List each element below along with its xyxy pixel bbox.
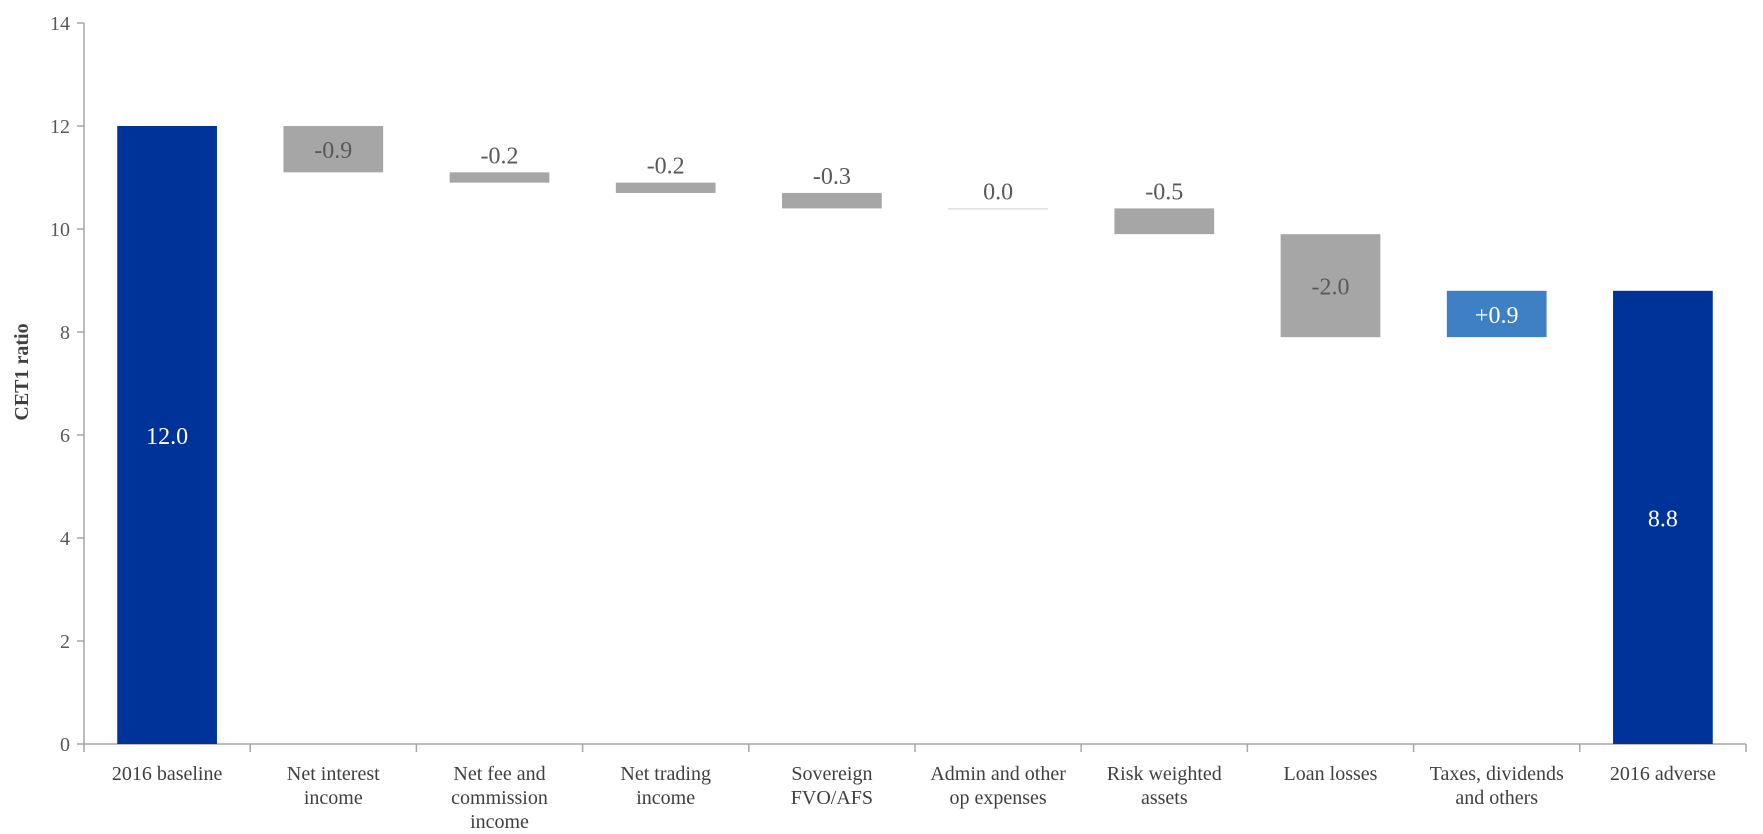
y-tick-label: 14 <box>50 13 70 35</box>
y-tick-label: 12 <box>50 116 70 138</box>
bar-decrease <box>449 172 550 183</box>
data-label: -0.9 <box>314 138 352 164</box>
category-label: Net interest income <box>287 763 380 809</box>
data-labels: 12.0 -0.9 -0.2 -0.2 -0.3 0.0 -0.5 -2.0 +0.9 8.8 <box>146 138 1678 532</box>
y-tick-label: 10 <box>50 219 70 241</box>
data-label: -0.5 <box>1145 179 1183 205</box>
y-tick-label: 0 <box>60 734 70 756</box>
category-label-line: Net trading <box>620 763 711 785</box>
category-label-line: FVO/AFS <box>791 787 873 809</box>
category-label: Admin and other op expenses <box>930 763 1066 809</box>
category-label-line: Admin and other <box>930 763 1066 785</box>
y-tick-label: 6 <box>60 425 70 447</box>
data-label: -0.3 <box>813 164 851 190</box>
data-label: -2.0 <box>1312 275 1350 301</box>
bar-decrease <box>1114 208 1215 235</box>
category-label-line: and others <box>1455 787 1538 809</box>
bar-decrease <box>1280 234 1381 338</box>
data-label: 0.0 <box>983 179 1013 205</box>
data-label: 8.8 <box>1648 506 1678 532</box>
x-ticks <box>83 744 1747 752</box>
category-label-line: 2016 adverse <box>1610 763 1716 785</box>
category-label-line: Taxes, dividends <box>1430 763 1564 785</box>
data-label: -0.2 <box>481 143 519 169</box>
bar-increase <box>1446 290 1547 338</box>
category-label-line: income <box>636 787 695 809</box>
bar-total <box>1613 290 1713 744</box>
category-label-line: Risk weighted <box>1107 763 1222 785</box>
bar-decrease <box>782 192 882 209</box>
data-label: +0.9 <box>1475 303 1519 329</box>
category-label-line: Loan losses <box>1284 763 1378 785</box>
category-label-line: assets <box>1141 787 1188 809</box>
data-label: 12.0 <box>146 424 188 450</box>
category-label-line: op expenses <box>949 787 1046 809</box>
category-label-line: income <box>470 811 529 833</box>
category-label: Net fee and commission income <box>451 763 548 833</box>
category-label: 2016 adverse <box>1610 763 1716 785</box>
category-label-line: Net fee and <box>453 763 545 785</box>
bar-decrease <box>948 208 1048 210</box>
category-label: Risk weighted assets <box>1107 763 1222 809</box>
category-label: Sovereign FVO/AFS <box>791 763 873 809</box>
category-label-line: Sovereign <box>791 763 872 785</box>
y-axis-label: CET1 ratio <box>11 323 33 420</box>
y-tick-label: 8 <box>60 322 70 344</box>
category-label-line: Net interest <box>287 763 380 785</box>
y-ticks: 0 2 4 6 8 10 12 14 <box>50 13 84 756</box>
y-tick-label: 4 <box>60 528 70 550</box>
bar-decrease <box>615 182 716 193</box>
bar-total <box>117 126 217 744</box>
data-label: -0.2 <box>647 154 685 180</box>
category-label: Taxes, dividends and others <box>1430 763 1564 809</box>
bar-decrease <box>283 126 384 173</box>
category-label: Loan losses <box>1284 763 1378 785</box>
category-label: Net trading income <box>620 763 711 809</box>
category-label-line: commission <box>451 787 548 809</box>
y-tick-label: 2 <box>60 631 70 653</box>
category-label: 2016 baseline <box>112 763 223 785</box>
category-label-line: income <box>304 787 363 809</box>
category-label-line: 2016 baseline <box>112 763 223 785</box>
bars <box>117 126 1713 744</box>
